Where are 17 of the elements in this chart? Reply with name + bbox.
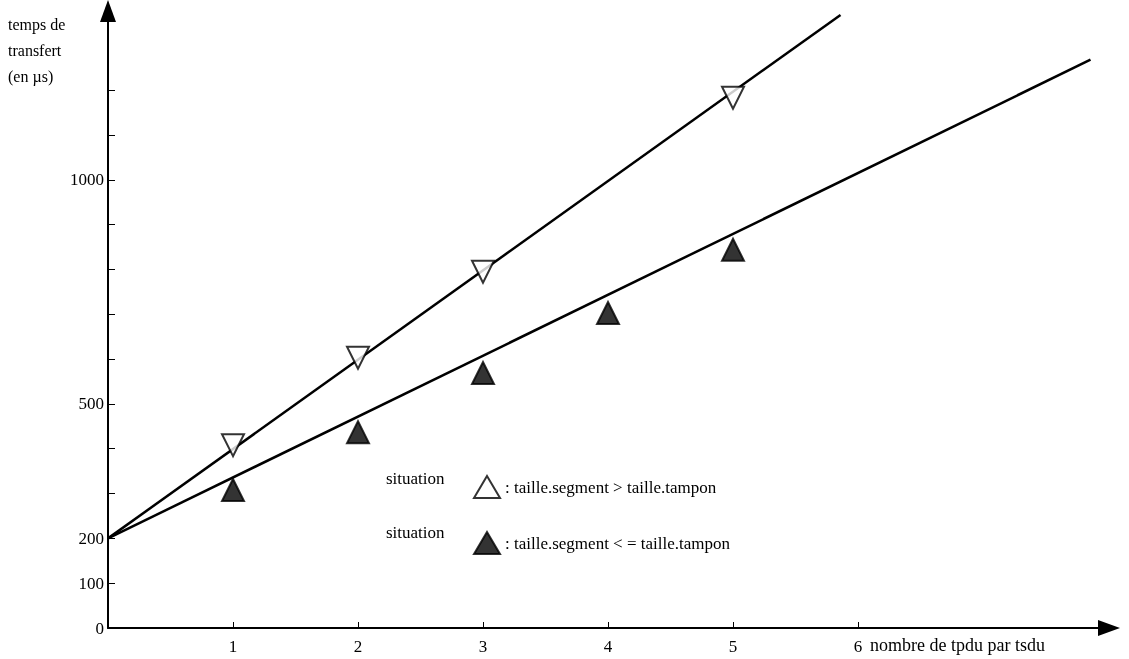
x-tick-label: 6 (853, 637, 863, 656)
legend-label: : taille.segment > taille.tampon (505, 477, 717, 497)
y-tick-label: 0 (95, 618, 104, 638)
annotation: situation (386, 469, 446, 488)
legend-label: : taille.segment < = taille.tampon (505, 533, 731, 553)
x-tick-label: 3 (478, 637, 488, 656)
x-tick-label: 2 (353, 637, 363, 656)
x-tick-label: 5 (728, 637, 738, 656)
y-tick-label: 100 (78, 573, 104, 593)
x-tick-label: 1 (228, 637, 238, 656)
y-tick-label: 1000 (70, 170, 104, 190)
x-axis-title: nombre de tpdu par tsdu (870, 635, 1045, 655)
y-axis-title: temps de transfert (en µs) (8, 15, 66, 86)
annotation: situation (386, 523, 446, 542)
y-tick-label: 200 (78, 528, 104, 548)
x-tick-label: 4 (603, 637, 613, 656)
y-tick-label: 500 (78, 394, 104, 414)
